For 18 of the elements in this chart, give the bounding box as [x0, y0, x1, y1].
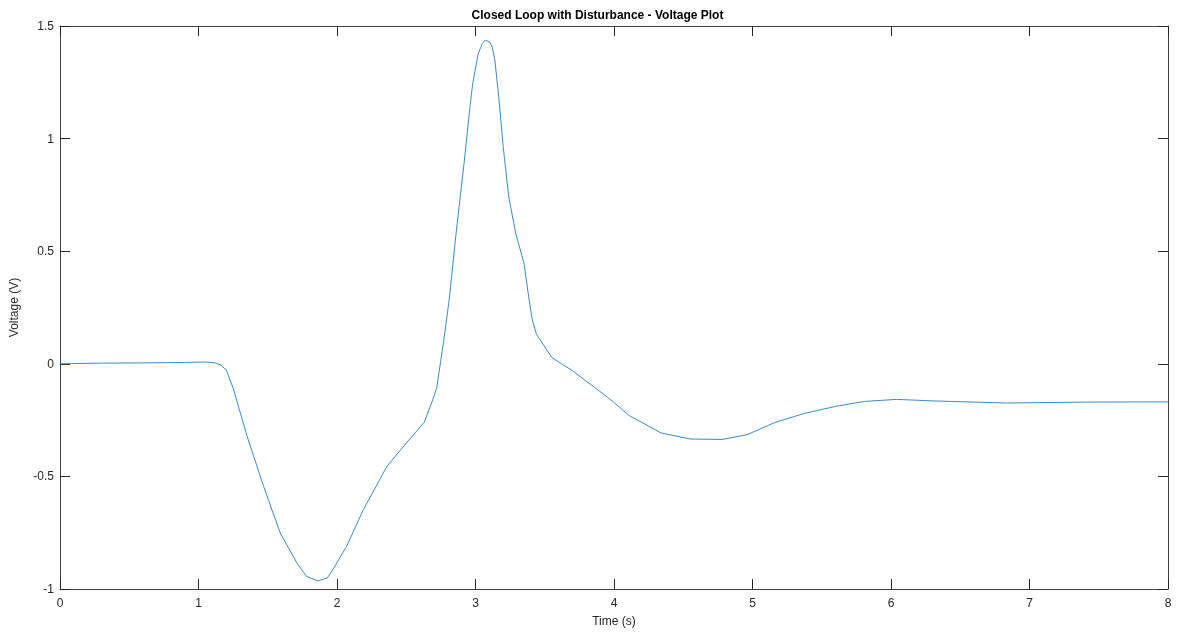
y-tick-label: 1.5 [37, 19, 55, 33]
x-tick-label: 6 [887, 596, 895, 610]
y-tick-label: 0.5 [37, 244, 55, 259]
y-tick-label: 1 [47, 131, 55, 146]
x-tick-label: 8 [1164, 596, 1172, 610]
x-axis-title: Time (s) [592, 614, 636, 628]
x-tick-label: 3 [472, 596, 480, 610]
x-tick-label: 2 [333, 596, 341, 610]
y-tick-label: 0 [47, 356, 55, 371]
x-tick-label: 0 [56, 596, 64, 610]
y-tick-label: -0.5 [33, 469, 55, 484]
x-tick-label: 4 [610, 596, 618, 610]
y-axis-title: Voltage (V) [7, 277, 21, 338]
x-tick-label: 7 [1026, 596, 1034, 610]
x-tick-label: 1 [195, 596, 203, 610]
y-tick-label: -1 [43, 582, 55, 596]
x-tick-label: 5 [749, 596, 757, 610]
chart-title: Closed Loop with Disturbance - Voltage Plot [471, 8, 724, 22]
